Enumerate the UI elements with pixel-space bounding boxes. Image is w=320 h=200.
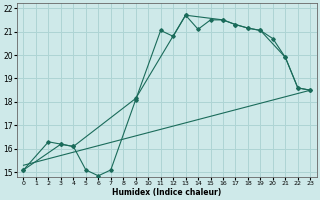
X-axis label: Humidex (Indice chaleur): Humidex (Indice chaleur) [112,188,221,197]
